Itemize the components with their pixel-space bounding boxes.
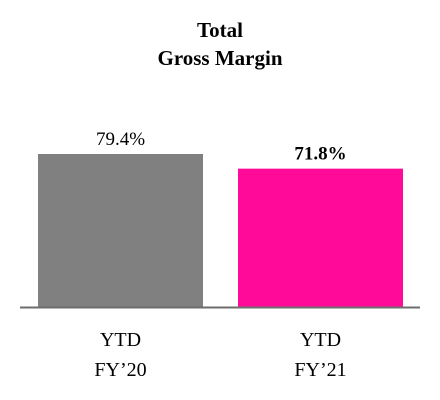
chart-title-line-2: Gross Margin bbox=[157, 46, 283, 70]
category-label-1-line-2: FY’20 bbox=[94, 359, 146, 381]
chart-title: Total Gross Margin bbox=[0, 16, 440, 72]
bar-value-label-2: 71.8% bbox=[294, 144, 346, 165]
bar-value-label-1: 79.4% bbox=[96, 129, 145, 150]
bar-1 bbox=[38, 154, 203, 307]
category-label-1-line-1: YTD bbox=[100, 329, 141, 351]
category-label-2-line-1: YTD bbox=[300, 329, 341, 351]
chart-title-line-1: Total bbox=[197, 18, 243, 42]
bar-2 bbox=[238, 168, 403, 307]
category-label-2-line-2: FY’21 bbox=[294, 359, 346, 381]
